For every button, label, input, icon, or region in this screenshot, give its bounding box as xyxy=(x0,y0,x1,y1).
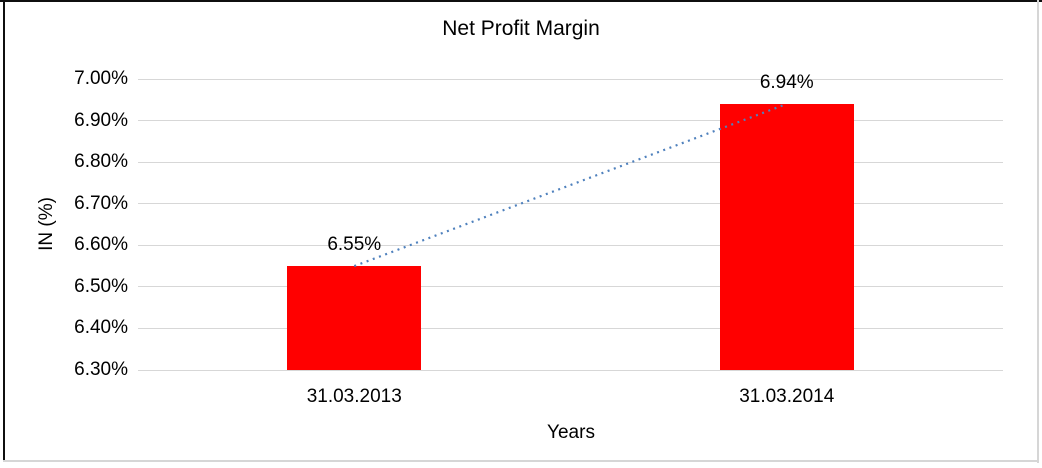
gridline xyxy=(138,161,1003,163)
gridline xyxy=(138,286,1003,288)
frame-border-left xyxy=(3,0,5,461)
y-axis-tick-label: 6.90% xyxy=(74,109,128,131)
y-axis-tick-label: 7.00% xyxy=(74,68,128,89)
gridline xyxy=(138,203,1003,205)
data-label: 6.55% xyxy=(327,234,382,256)
x-axis-tick-label: 31.03.2014 xyxy=(739,386,835,407)
chart-title: Net Profit Margin xyxy=(442,17,600,40)
x-axis-tick-label: 31.03.2013 xyxy=(306,386,402,407)
frame-border-top xyxy=(0,0,1042,2)
gridline xyxy=(138,327,1003,329)
gridline xyxy=(138,244,1003,246)
data-label: 6.94% xyxy=(759,71,814,93)
y-axis-tick-label: 6.50% xyxy=(74,275,128,297)
y-axis-tick-label: 6.60% xyxy=(74,234,128,256)
x-axis-title: Years xyxy=(547,422,595,443)
bar-31-03-2013 xyxy=(287,266,422,370)
gridline xyxy=(138,369,1003,371)
frame-border-bottom xyxy=(3,460,1039,462)
frame-border-right xyxy=(1037,0,1039,463)
y-axis-tick-label: 6.70% xyxy=(74,192,128,214)
y-axis-tick-label: 6.30% xyxy=(74,359,128,380)
bar-31-03-2014 xyxy=(719,103,854,370)
y-axis-tick-label: 6.80% xyxy=(74,151,128,173)
gridline xyxy=(138,120,1003,122)
gridline xyxy=(138,78,1003,80)
y-axis-tick-label: 6.40% xyxy=(74,317,128,339)
